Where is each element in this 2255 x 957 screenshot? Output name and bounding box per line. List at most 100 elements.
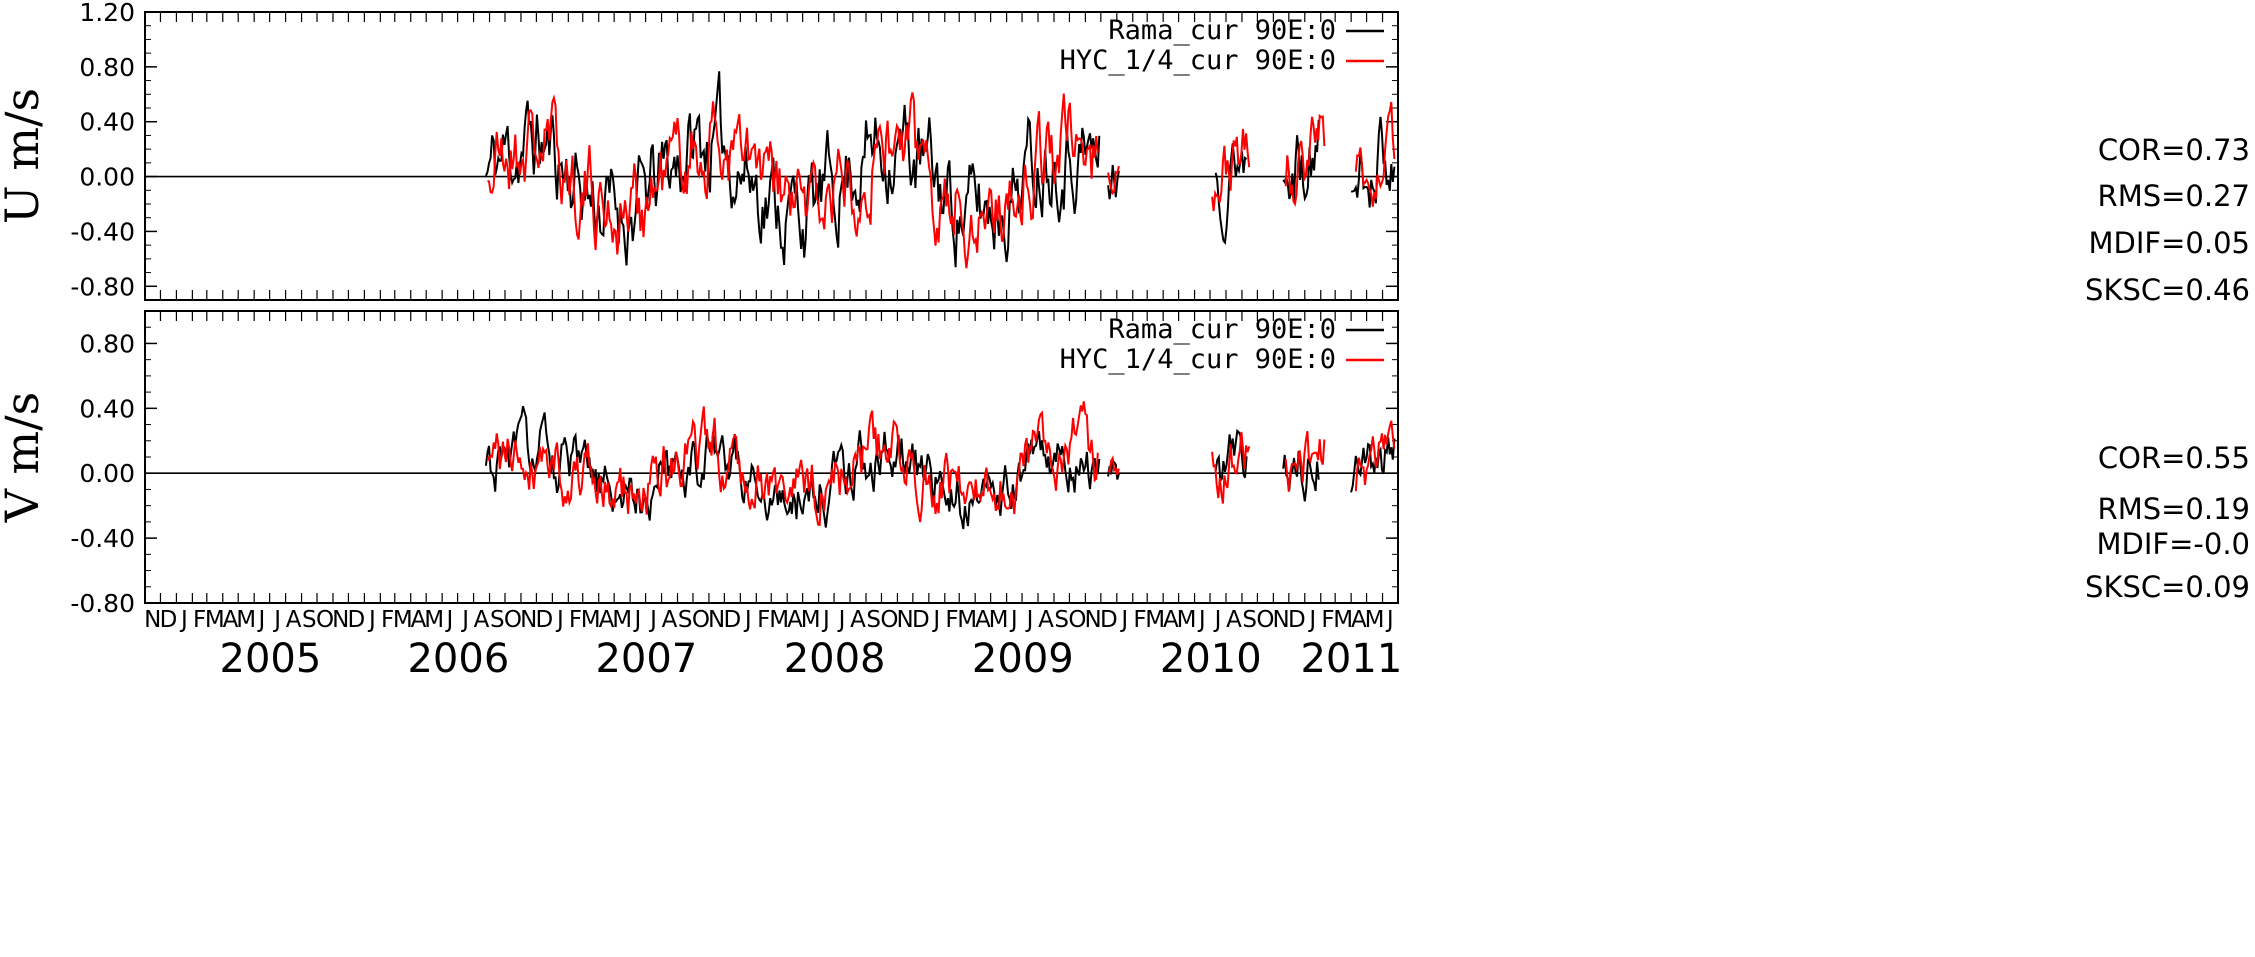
month-label: M: [1365, 607, 1385, 633]
month-label: J: [1197, 607, 1206, 633]
y-tick-label: 0.40: [79, 108, 135, 137]
month-label: A: [850, 607, 866, 633]
month-label: J: [632, 607, 641, 633]
year-label: 2009: [972, 636, 1074, 682]
month-label: N: [144, 607, 161, 633]
month-label: O: [692, 607, 710, 633]
year-label: 2008: [784, 636, 886, 682]
month-label: M: [393, 607, 413, 633]
series-segment: [1211, 128, 1251, 212]
month-label: D: [1288, 607, 1306, 633]
series-segment: [1211, 431, 1251, 504]
series-segment: [1354, 101, 1396, 207]
month-label: J: [931, 607, 940, 633]
y-tick-label: 0.80: [79, 329, 135, 358]
stat-label: SKSC=0.09: [2085, 570, 2250, 604]
month-label: D: [1100, 607, 1118, 633]
month-label: F: [381, 607, 394, 633]
month-label: N: [708, 607, 725, 633]
month-label: J: [1307, 607, 1316, 633]
month-label: J: [460, 607, 469, 633]
month-label: A: [286, 607, 302, 633]
month-label: M: [957, 607, 977, 633]
month-label: S: [1242, 607, 1257, 633]
month-label: S: [866, 607, 881, 633]
y-tick-label: -0.80: [70, 272, 135, 301]
month-label: A: [662, 607, 678, 633]
month-label: A: [474, 607, 490, 633]
month-label: F: [757, 607, 770, 633]
month-label: M: [581, 607, 601, 633]
month-label: M: [1333, 607, 1353, 633]
month-label: M: [989, 607, 1009, 633]
stat-label: MDIF=0.05: [2089, 226, 2250, 260]
month-label: M: [1177, 607, 1197, 633]
month-label: J: [743, 607, 752, 633]
month-label: J: [821, 607, 830, 633]
y-tick-label: 0.00: [79, 163, 135, 192]
legend-entry: Rama_cur 90E:0: [1108, 314, 1336, 345]
series-hycom-panel-0: [487, 92, 1396, 269]
year-label: 2007: [595, 636, 697, 682]
month-label: J: [1213, 607, 1222, 633]
month-label: S: [490, 607, 505, 633]
month-label: O: [1068, 607, 1086, 633]
y-axis-label: V m/s: [0, 392, 49, 524]
month-label: M: [1145, 607, 1165, 633]
stat-label: RMS=0.19: [2098, 492, 2250, 526]
month-label: M: [801, 607, 821, 633]
month-label: F: [945, 607, 958, 633]
y-tick-label: 0.40: [79, 394, 135, 423]
month-label: J: [837, 607, 846, 633]
month-label: J: [1385, 607, 1394, 633]
month-label: J: [1025, 607, 1034, 633]
series-segment: [487, 92, 1099, 269]
month-label: J: [257, 607, 266, 633]
series-segment: [486, 401, 1099, 527]
series-segment: [1284, 113, 1326, 207]
month-label: D: [160, 607, 178, 633]
month-label: F: [1321, 607, 1334, 633]
month-label: A: [787, 607, 803, 633]
month-label: D: [724, 607, 742, 633]
series-segment: [1107, 164, 1120, 200]
y-axis-label: U m/s: [0, 88, 49, 224]
series-segment: [1354, 420, 1396, 492]
month-label: M: [424, 607, 444, 633]
month-label: S: [302, 607, 317, 633]
month-label: F: [1133, 607, 1146, 633]
month-label: O: [316, 607, 334, 633]
month-label: O: [504, 607, 522, 633]
month-label: J: [367, 607, 376, 633]
month-label: J: [648, 607, 657, 633]
month-label: J: [444, 607, 453, 633]
stat-label: COR=0.55: [2098, 441, 2250, 475]
y-tick-label: 1.20: [79, 0, 135, 27]
year-label: 2005: [220, 636, 322, 682]
stat-label: MDIF=-0.0: [2097, 527, 2250, 561]
month-label: A: [1351, 607, 1367, 633]
month-label: J: [1009, 607, 1018, 633]
y-tick-label: 0.00: [79, 459, 135, 488]
month-label: A: [223, 607, 239, 633]
series-segment: [1107, 165, 1120, 196]
month-label: J: [272, 607, 281, 633]
y-tick-label: -0.40: [70, 217, 135, 246]
month-label: S: [1054, 607, 1069, 633]
series-hycom-panel-1: [486, 401, 1396, 527]
month-label: D: [536, 607, 554, 633]
month-label: M: [236, 607, 256, 633]
month-label: D: [912, 607, 930, 633]
month-label: N: [332, 607, 349, 633]
month-label: A: [1163, 607, 1179, 633]
month-label: A: [599, 607, 615, 633]
month-label: N: [1085, 607, 1102, 633]
month-label: D: [348, 607, 366, 633]
y-tick-label: 0.80: [79, 53, 135, 82]
series-segment: [1282, 119, 1320, 202]
series-rama-panel-1: [484, 406, 1396, 530]
month-label: A: [1226, 607, 1242, 633]
legend-entry: Rama_cur 90E:0: [1108, 15, 1336, 46]
month-label: S: [678, 607, 693, 633]
series-segment: [1284, 431, 1326, 492]
